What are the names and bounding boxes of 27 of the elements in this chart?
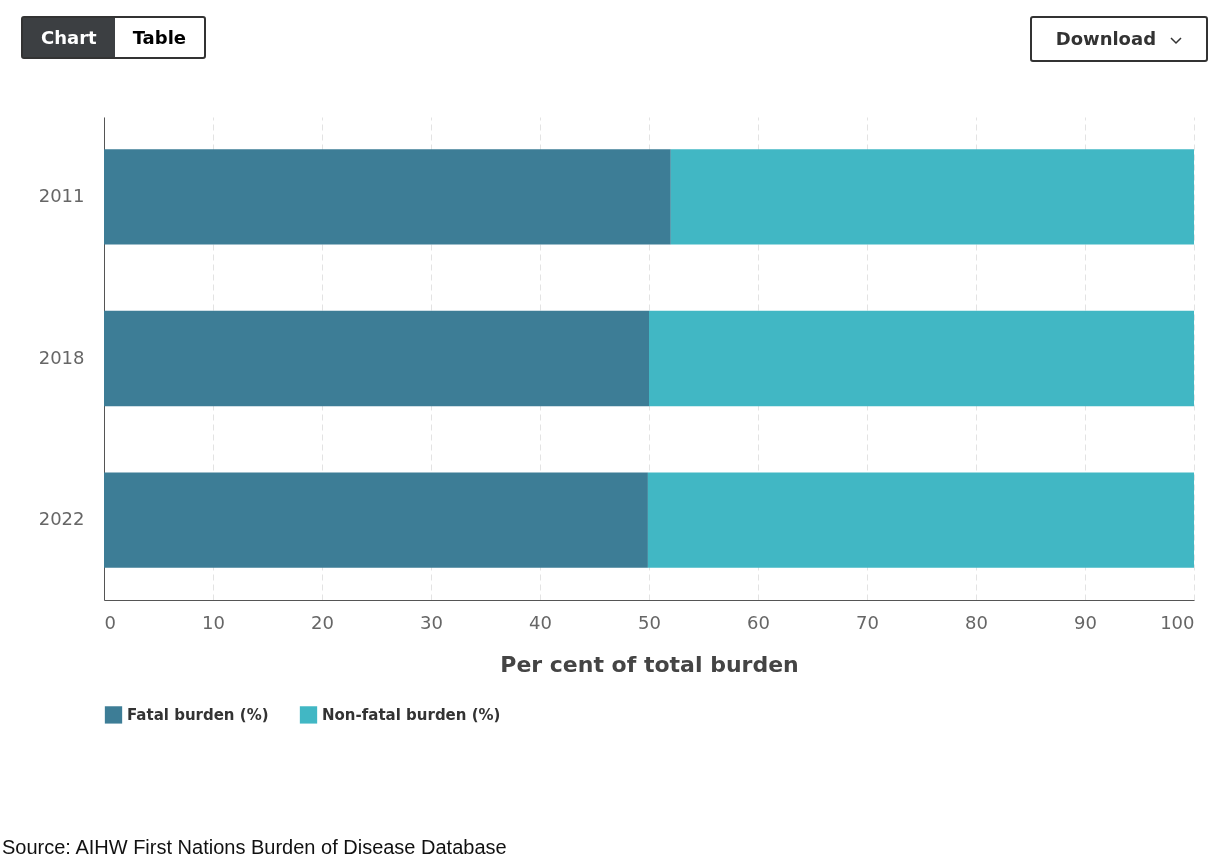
y-tick-label: 2022: [38, 508, 85, 530]
x-tick-label: 40: [529, 611, 552, 633]
x-tick-label: 100: [1160, 611, 1195, 633]
text: Download: [1030, 16, 1208, 62]
bar: [104, 472, 648, 568]
bar: [649, 310, 1194, 407]
bar: [104, 149, 671, 245]
bar: [670, 149, 1194, 245]
x-tick-label: 80: [965, 611, 988, 633]
bar: [104, 310, 649, 407]
legend-label: Non-fatal burden (%): [322, 705, 501, 724]
x-tick-label: 60: [747, 611, 770, 633]
x-tick-label: 50: [638, 611, 661, 633]
x-tick-label: 70: [856, 611, 879, 633]
x-tick-label: 0: [104, 611, 116, 633]
text: Chart: [23, 18, 115, 57]
x-tick-label: 20: [311, 611, 334, 633]
bar: [647, 472, 1194, 568]
x-axis-title: Per cent of total burden: [500, 651, 799, 677]
x-tick-label: 30: [420, 611, 443, 633]
y-tick-label: 2011: [38, 184, 85, 206]
legend-label: Fatal burden (%): [127, 705, 269, 724]
y-tick-label: 2018: [38, 346, 85, 368]
text: Table: [131, 26, 188, 50]
source-note: Source: AIHW First Nations Burden of Disease Database: [2, 836, 508, 859]
x-tick-label: 10: [202, 611, 225, 633]
x-tick-label: 90: [1074, 611, 1097, 633]
